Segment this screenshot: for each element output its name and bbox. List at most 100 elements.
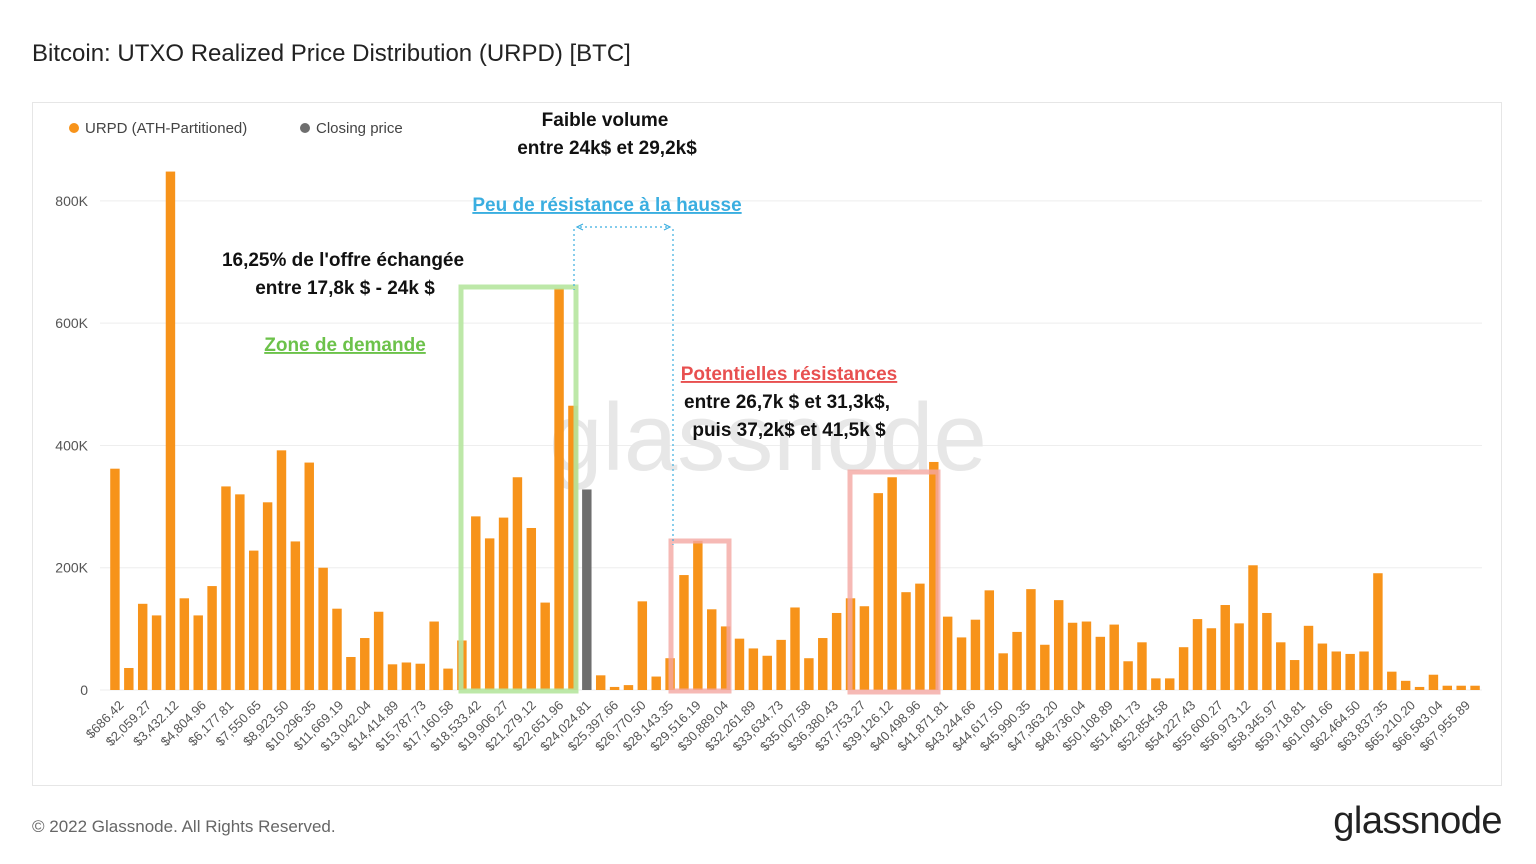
urpd-bar (1053, 600, 1064, 690)
urpd-bar (1331, 651, 1341, 690)
urpd-bar (693, 540, 703, 690)
supply-note-line2: entre 17,8k $ - 24k $ (255, 278, 435, 299)
urpd-bar (540, 602, 550, 690)
supply-note-line1: 16,25% de l'offre échangée (222, 250, 464, 271)
urpd-bar (1359, 651, 1369, 690)
urpd-bar (512, 477, 523, 690)
urpd-bar (887, 477, 897, 690)
urpd-bar (1234, 623, 1244, 690)
urpd-bar (1289, 660, 1300, 690)
glassnode-logo: glassnode (1333, 800, 1502, 842)
urpd-bar (623, 685, 634, 690)
urpd-bar (415, 663, 425, 690)
urpd-bar (1081, 621, 1092, 690)
urpd-bar (1345, 653, 1355, 690)
x-axis-ticks: $686.42$2,059.27$3,432.12$4,804.96$6,177… (83, 698, 1473, 755)
urpd-bar (929, 461, 939, 690)
demand-zone-label: Zone de demande (264, 335, 426, 356)
urpd-bar (249, 550, 259, 690)
resistance-box-1 (668, 538, 732, 694)
legend-urpd-marker (69, 123, 79, 133)
urpd-bar (790, 607, 800, 690)
urpd-bar (1262, 612, 1272, 690)
urpd-bar (1303, 625, 1314, 690)
legend-closing-marker (300, 123, 310, 133)
urpd-bar (970, 619, 981, 690)
urpd-bar (401, 662, 412, 690)
urpd-bar (193, 615, 203, 690)
urpd-bar (1123, 661, 1133, 690)
y-tick-label: 0 (80, 682, 88, 698)
urpd-bar (1206, 628, 1217, 690)
urpd-bar (859, 606, 870, 690)
urpd-bar (1428, 674, 1439, 690)
urpd-bar (443, 668, 453, 690)
urpd-bar (304, 462, 314, 690)
urpd-bar (554, 288, 564, 690)
y-tick-label: 400K (55, 437, 88, 453)
y-axis-ticks: 0 200K 400K 600K 800K (55, 193, 88, 698)
urpd-bar (1470, 685, 1480, 690)
arrow-head-right (663, 223, 672, 231)
urpd-bar (1276, 642, 1286, 690)
urpd-bar (1387, 671, 1397, 690)
closing-price-bar (582, 489, 592, 690)
low-volume-title: Faible volume (542, 110, 669, 131)
urpd-bar (484, 538, 495, 690)
y-tick-label: 800K (55, 193, 88, 209)
urpd-bar (651, 676, 661, 690)
urpd-bar (1165, 678, 1175, 690)
resistance-line1: entre 26,7k $ et 31,3k$, (684, 392, 890, 413)
urpd-bar (290, 541, 301, 690)
y-tick-label: 600K (55, 315, 88, 331)
urpd-bar (276, 450, 287, 690)
urpd-bar (831, 612, 842, 690)
urpd-bar (1109, 624, 1119, 690)
urpd-bar (818, 638, 828, 690)
urpd-bar (804, 658, 814, 690)
urpd-bar (137, 603, 148, 690)
urpd-bar (429, 621, 439, 690)
urpd-bar (1456, 685, 1466, 690)
urpd-bar (568, 405, 578, 690)
urpd-bar (318, 567, 328, 690)
urpd-bar (734, 638, 745, 690)
urpd-bar (360, 638, 370, 690)
demand-zone-box (458, 284, 579, 694)
urpd-bar (776, 639, 786, 690)
resistance-line2: puis 37,2k$ et 41,5k $ (692, 420, 886, 441)
urpd-bar (873, 493, 883, 690)
urpd-bar (984, 590, 995, 690)
low-volume-range: entre 24k$ et 29,2k$ (517, 138, 697, 159)
urpd-bar (387, 664, 398, 690)
urpd-bar (1442, 685, 1453, 690)
resistance-title: Potentielles résistances (681, 364, 898, 385)
urpd-bar (471, 516, 481, 690)
urpd-bar (595, 675, 606, 690)
urpd-bar (1220, 605, 1230, 690)
urpd-bar (707, 609, 717, 690)
urpd-bar (942, 616, 953, 690)
urpd-bar (151, 615, 162, 690)
urpd-bar (526, 527, 537, 690)
urpd-bar (901, 592, 911, 690)
urpd-bar (1414, 686, 1425, 690)
urpd-bar (637, 601, 648, 690)
urpd-bar (346, 656, 356, 690)
urpd-bar (609, 686, 620, 690)
legend: URPD (ATH-Partitioned) Closing price (69, 120, 403, 137)
urpd-bar (498, 517, 509, 690)
urpd-bar (1248, 565, 1258, 690)
urpd-bar (165, 171, 176, 690)
urpd-bar (679, 575, 689, 690)
arrow-head-left (575, 223, 584, 231)
urpd-bar (956, 637, 967, 690)
urpd-bar (124, 667, 134, 690)
resistance-box-2 (847, 469, 941, 695)
urpd-bar (221, 486, 231, 690)
urpd-bar (998, 653, 1008, 690)
legend-closing-label: Closing price (316, 120, 403, 137)
low-resistance-note: Peu de résistance à la hausse (472, 195, 741, 216)
urpd-bar (1178, 647, 1189, 690)
